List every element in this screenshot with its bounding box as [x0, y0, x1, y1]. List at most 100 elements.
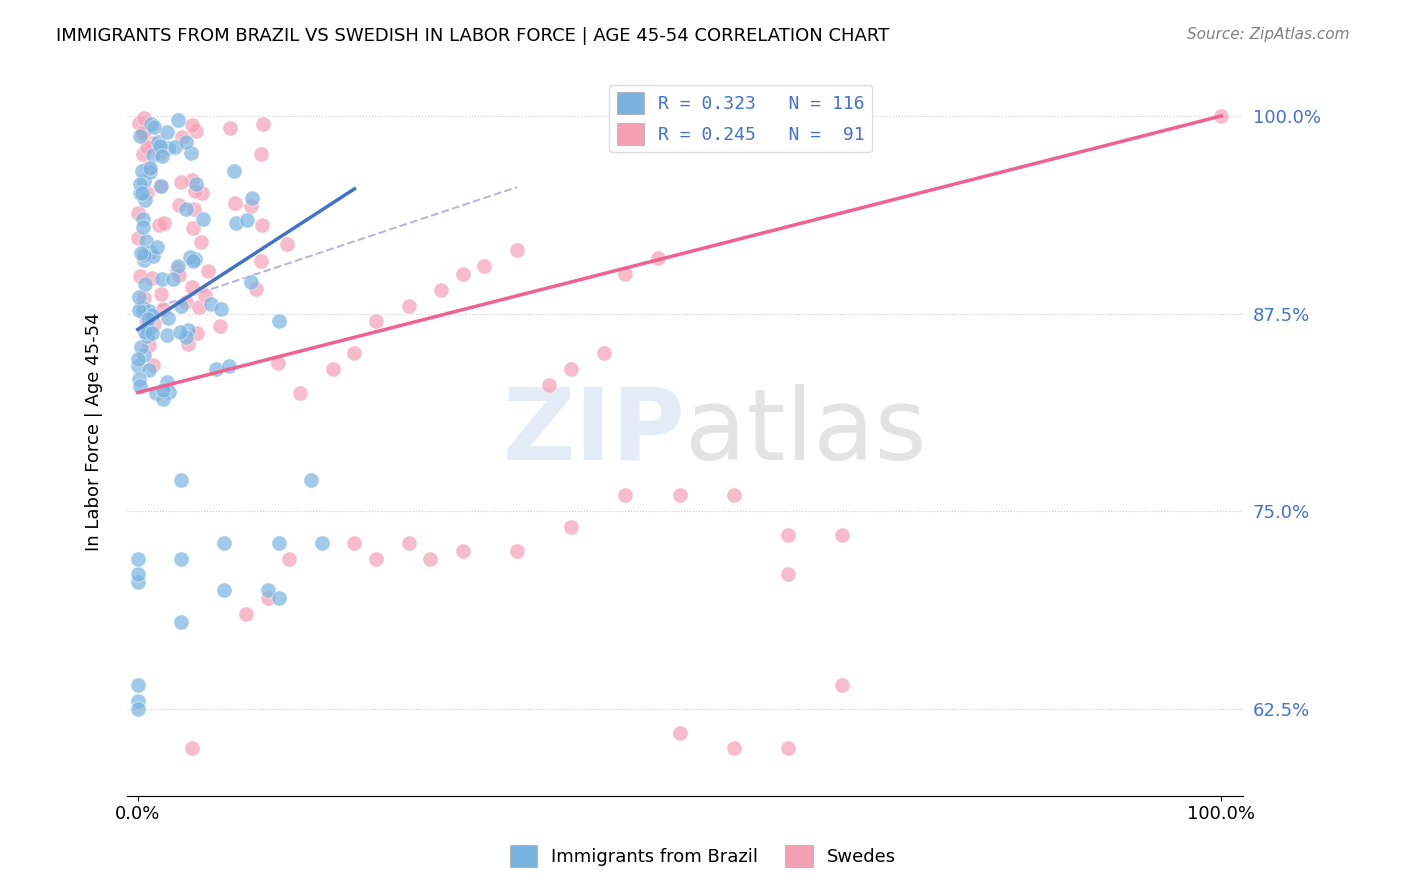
Point [278, 551, 301, 566]
Point [209, 301, 232, 316]
Point [150, 148, 173, 162]
Point [136, 328, 159, 343]
Point [451, 267, 474, 281]
Point [179, 251, 201, 265]
Point [419, 551, 441, 566]
Point [170, 473, 193, 487]
Point [136, 161, 159, 175]
Point [152, 392, 174, 406]
Point [156, 376, 179, 390]
Point [647, 252, 669, 266]
Point [141, 136, 163, 151]
Point [142, 358, 165, 372]
Point [224, 163, 246, 178]
Point [139, 161, 162, 175]
Point [174, 135, 197, 149]
Point [139, 117, 162, 131]
Point [138, 338, 160, 352]
Point [127, 567, 149, 582]
Point [343, 536, 366, 550]
Point [538, 377, 561, 392]
Point [214, 583, 236, 598]
Point [156, 125, 179, 139]
Point [560, 520, 582, 534]
Point [134, 248, 156, 262]
Point [141, 326, 163, 340]
Point [131, 186, 153, 201]
Point [240, 190, 263, 204]
Point [127, 678, 149, 692]
Point [267, 314, 290, 328]
Point [204, 362, 226, 376]
Point [170, 551, 193, 566]
Point [194, 287, 217, 301]
Point [131, 212, 153, 227]
Point [190, 235, 212, 249]
Point [831, 528, 853, 542]
Point [166, 262, 188, 277]
Point [256, 591, 278, 606]
Point [776, 528, 799, 542]
Point [131, 125, 153, 139]
Point [141, 271, 163, 285]
Point [723, 488, 745, 502]
Point [250, 218, 273, 232]
Point [668, 725, 690, 739]
Point [183, 221, 205, 235]
Point [245, 282, 267, 296]
Point [831, 678, 853, 692]
Point [208, 319, 231, 334]
Point [174, 294, 197, 309]
Point [157, 384, 180, 399]
Point [132, 305, 155, 319]
Point [290, 385, 312, 400]
Point [135, 312, 157, 326]
Point [299, 473, 322, 487]
Point [165, 139, 187, 153]
Point [134, 252, 156, 267]
Point [169, 197, 191, 211]
Point [149, 138, 172, 153]
Point [191, 212, 214, 227]
Point [134, 277, 156, 291]
Point [186, 326, 208, 341]
Point [170, 174, 193, 188]
Point [138, 312, 160, 326]
Point [560, 362, 582, 376]
Point [146, 135, 169, 149]
Point [145, 386, 167, 401]
Point [311, 536, 333, 550]
Point [592, 346, 614, 360]
Point [188, 300, 211, 314]
Point [128, 290, 150, 304]
Point [149, 146, 172, 161]
Point [128, 371, 150, 385]
Point [218, 120, 240, 135]
Point [142, 249, 165, 263]
Point [250, 253, 273, 268]
Point [166, 259, 188, 273]
Point [224, 195, 246, 210]
Point [141, 308, 163, 322]
Point [127, 231, 149, 245]
Point [190, 186, 212, 200]
Point [127, 702, 149, 716]
Point [184, 177, 207, 191]
Point [169, 325, 191, 339]
Point [181, 279, 204, 293]
Point [240, 199, 263, 213]
Point [276, 237, 298, 252]
Point [218, 359, 240, 374]
Point [181, 118, 204, 132]
Point [506, 543, 529, 558]
Point [723, 741, 745, 756]
Point [430, 283, 453, 297]
Point [129, 128, 152, 143]
Point [197, 264, 219, 278]
Point [614, 267, 637, 281]
Point [134, 194, 156, 208]
Point [184, 252, 207, 266]
Point [129, 177, 152, 191]
Point [132, 112, 155, 126]
Point [138, 363, 160, 377]
